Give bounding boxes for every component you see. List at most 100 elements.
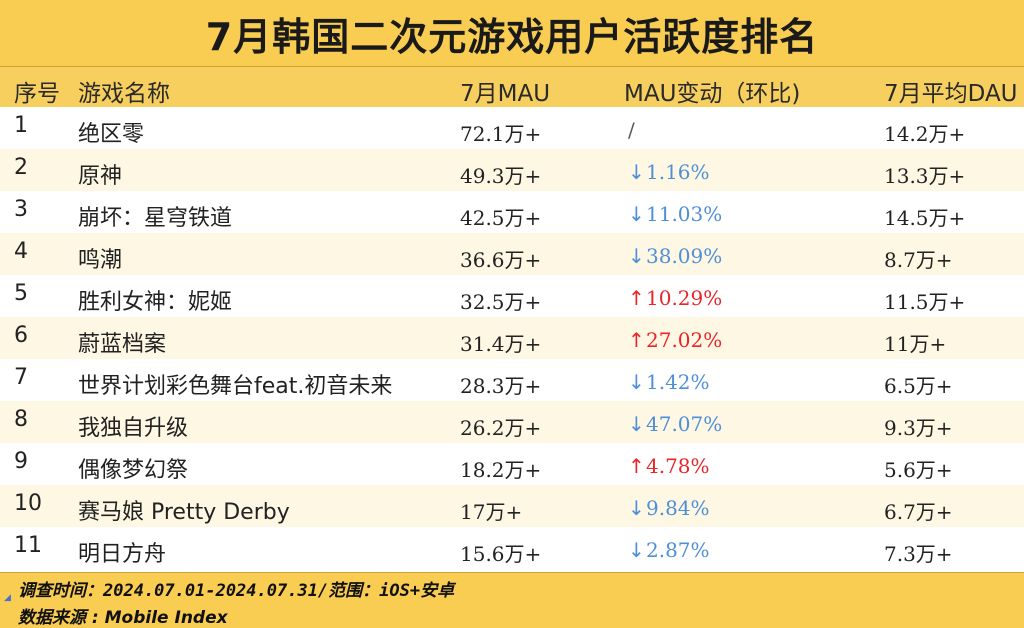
row-mau: 36.6万+: [460, 248, 542, 272]
table-row: 7 世界计划彩色舞台feat.初音未来 28.3万+ ↓1.42% 6.5万+: [0, 359, 1024, 401]
row-mau: 18.2万+: [460, 458, 542, 482]
header-mau: 7月MAU: [460, 81, 551, 107]
row-mau-change: /: [628, 118, 635, 142]
row-mau-change-value: 38.09%: [646, 244, 723, 268]
row-game-name: 明日方舟: [78, 542, 167, 567]
header-dau: 7月平均DAU: [884, 81, 1018, 107]
row-mau-change-value: 10.29%: [646, 286, 723, 310]
row-mau-change: ↓11.03%: [628, 202, 722, 226]
row-mau: 42.5万+: [460, 206, 542, 230]
row-game-name: 我独自升级: [78, 416, 189, 441]
table-row: 2 原神 49.3万+ ↓1.16% 13.3万+: [0, 149, 1024, 191]
row-mau-change-value: 11.03%: [646, 202, 723, 226]
row-game-name: 偶像梦幻祭: [78, 458, 189, 483]
arrow-down-icon: ↓: [628, 370, 645, 394]
arrow-up-icon: ↑: [628, 454, 645, 478]
table-row: 10 赛马娘 Pretty Derby 17万+ ↓9.84% 6.7万+: [0, 485, 1024, 527]
row-rank: 11: [14, 533, 42, 558]
row-mau: 49.3万+: [460, 164, 542, 188]
row-dau: 11万+: [884, 332, 947, 356]
row-dau: 14.5万+: [884, 206, 966, 230]
arrow-down-icon: ↓: [628, 538, 645, 562]
row-mau: 72.1万+: [460, 122, 542, 146]
title-bar: 7月韩国二次元游戏用户活跃度排名: [0, 0, 1024, 67]
table-header: 序号 游戏名称 7月MAU MAU变动（环比) 7月平均DAU: [0, 67, 1024, 107]
row-mau-change-value: 27.02%: [646, 328, 723, 352]
row-mau-change-value: 2.87%: [646, 538, 710, 562]
page-title: 7月韩国二次元游戏用户活跃度排名: [205, 14, 819, 59]
arrow-down-icon: ↓: [628, 244, 645, 268]
table-row: 5 胜利女神：妮姬 32.5万+ ↑10.29% 11.5万+: [0, 275, 1024, 317]
row-mau: 31.4万+: [460, 332, 542, 356]
arrow-down-icon: ↓: [628, 496, 645, 520]
row-mau-change-value: 47.07%: [646, 412, 723, 436]
row-mau: 32.5万+: [460, 290, 542, 314]
row-game-name: 崩坏：星穹铁道: [78, 206, 233, 231]
table-row: 8 我独自升级 26.2万+ ↓47.07% 9.3万+: [0, 401, 1024, 443]
row-dau: 5.6万+: [884, 458, 953, 482]
row-mau-change: ↓1.16%: [628, 160, 710, 184]
header-name: 游戏名称: [78, 81, 170, 107]
row-dau: 9.3万+: [884, 416, 953, 440]
footer-source-text: 数据来源 : Mobile Index: [18, 608, 228, 628]
row-dau: 6.7万+: [884, 500, 953, 524]
row-rank: 8: [14, 407, 28, 432]
row-game-name: 绝区零: [78, 122, 145, 147]
row-rank: 2: [14, 155, 28, 180]
arrow-down-icon: ↓: [628, 160, 645, 184]
row-game-name: 蔚蓝档案: [78, 332, 167, 357]
footer-survey-text: 调查时间：2024.07.01-2024.07.31/范围：iOS+安卓: [18, 581, 455, 601]
arrow-down-icon: ↓: [628, 412, 645, 436]
row-dau: 7.3万+: [884, 542, 953, 566]
row-game-name: 鸣潮: [78, 248, 123, 273]
table-row: 9 偶像梦幻祭 18.2万+ ↑4.78% 5.6万+: [0, 443, 1024, 485]
row-dau: 6.5万+: [884, 374, 953, 398]
row-game-name: 原神: [78, 164, 123, 189]
row-mau-change-value: 1.42%: [646, 370, 710, 394]
row-mau-change-value: 4.78%: [646, 454, 710, 478]
row-mau-change: ↓1.42%: [628, 370, 710, 394]
row-dau: 8.7万+: [884, 248, 953, 272]
row-mau-change: ↑4.78%: [628, 454, 710, 478]
row-game-name: 胜利女神：妮姬: [78, 290, 233, 315]
arrow-up-icon: ↑: [628, 328, 645, 352]
row-rank: 6: [14, 323, 28, 348]
row-rank: 1: [14, 113, 28, 138]
row-dau: 11.5万+: [884, 290, 966, 314]
row-mau: 26.2万+: [460, 416, 542, 440]
table-row: 6 蔚蓝档案 31.4万+ ↑27.02% 11万+: [0, 317, 1024, 359]
table-row: 4 鸣潮 36.6万+ ↓38.09% 8.7万+: [0, 233, 1024, 275]
row-dau: 14.2万+: [884, 122, 966, 146]
header-change: MAU变动（环比): [624, 81, 801, 107]
row-rank: 4: [14, 239, 28, 264]
row-mau-change: ↑27.02%: [628, 328, 722, 352]
row-mau-change-value: /: [628, 118, 635, 142]
row-rank: 7: [14, 365, 28, 390]
row-mau-change: ↓2.87%: [628, 538, 710, 562]
row-dau: 13.3万+: [884, 164, 966, 188]
row-mau-change: ↓38.09%: [628, 244, 722, 268]
row-rank: 9: [14, 449, 28, 474]
row-mau: 28.3万+: [460, 374, 542, 398]
row-mau-change-value: 1.16%: [646, 160, 710, 184]
row-mau: 17万+: [460, 500, 523, 524]
table-body: 1 绝区零 72.1万+/14.2万+ 2 原神 49.3万+ ↓1.16% 13.3万+ 3 崩…: [0, 107, 1024, 569]
table-row: 11 明日方舟 15.6万+ ↓2.87% 7.3万+: [0, 527, 1024, 569]
footer: ◢ 调查时间：2024.07.01-2024.07.31/范围：iOS+安卓 数…: [0, 572, 1024, 628]
header-rank: 序号: [14, 81, 60, 107]
footer-marker-icon: ◢: [4, 593, 11, 603]
arrow-down-icon: ↓: [628, 202, 645, 226]
row-mau-change: ↓47.07%: [628, 412, 722, 436]
row-mau-change: ↑10.29%: [628, 286, 722, 310]
table-row: 3 崩坏：星穹铁道 42.5万+ ↓11.03% 14.5万+: [0, 191, 1024, 233]
table-row: 1 绝区零 72.1万+ / 14.2万+: [0, 107, 1024, 149]
arrow-up-icon: ↑: [628, 286, 645, 310]
row-mau-change: ↓9.84%: [628, 496, 710, 520]
row-rank: 10: [14, 491, 42, 516]
row-mau: 15.6万+: [460, 542, 542, 566]
row-rank: 3: [14, 197, 28, 222]
row-rank: 5: [14, 281, 28, 306]
row-mau-change-value: 9.84%: [646, 496, 710, 520]
row-game-name: 赛马娘 Pretty Derby: [78, 500, 290, 525]
row-game-name: 世界计划彩色舞台feat.初音未来: [78, 374, 393, 399]
